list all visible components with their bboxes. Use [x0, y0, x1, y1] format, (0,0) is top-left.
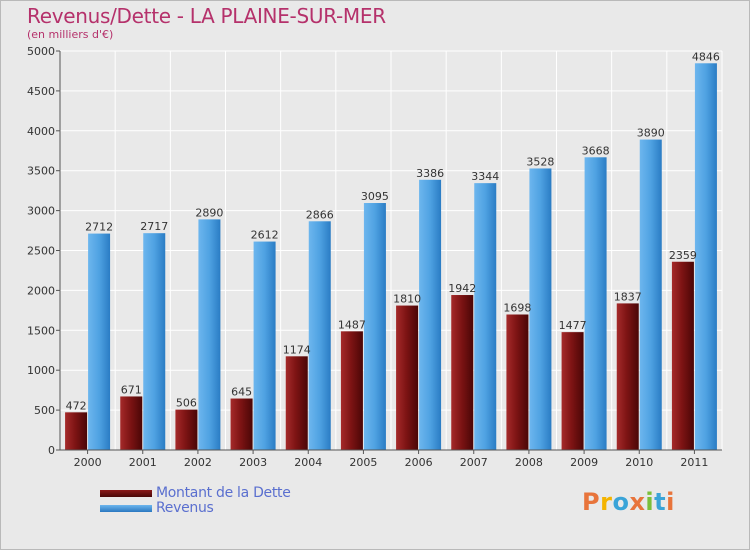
bar-dette: [340, 331, 363, 450]
x-tick-label: 2006: [405, 456, 433, 469]
bar-dette: [451, 295, 474, 450]
x-tick-label: 2002: [184, 456, 212, 469]
data-label-dette: 645: [231, 386, 252, 399]
data-label-revenus: 2717: [140, 220, 168, 233]
logo-letter: P: [582, 488, 601, 516]
x-tick-label: 2008: [515, 456, 543, 469]
data-label-revenus: 3890: [637, 127, 665, 140]
value-labels: 472 2712 671 2717 506 2890 645 2612 1174 2866 1487…: [66, 50, 720, 412]
bar-dette: [671, 261, 694, 450]
data-label-revenus: 3095: [361, 190, 389, 203]
x-tick-label: 2004: [294, 456, 322, 469]
x-tick-label: 2003: [239, 456, 267, 469]
data-label-dette: 1487: [338, 318, 366, 331]
y-tick-label: 0: [48, 444, 55, 457]
y-tick-label: 2000: [27, 284, 55, 297]
x-tick-label: 2005: [349, 456, 377, 469]
logo-letter: r: [600, 488, 613, 516]
y-tick-label: 500: [34, 404, 55, 417]
bar-revenus: [419, 179, 442, 451]
logo-letter: i: [645, 488, 655, 516]
x-tick-label: 2011: [680, 456, 708, 469]
data-label-revenus: 2612: [251, 229, 279, 242]
x-tick-label: 2009: [570, 456, 598, 469]
y-tick-label: 3000: [27, 205, 55, 218]
bars: [65, 63, 717, 451]
legend-label-revenus: Revenus: [156, 500, 214, 516]
legend-label-dette: Montant de la Dette: [156, 485, 291, 501]
bar-revenus: [198, 219, 221, 450]
data-label-revenus: 2890: [195, 206, 223, 219]
data-label-dette: 671: [121, 383, 142, 396]
bar-revenus: [363, 203, 386, 450]
data-label-revenus: 3668: [582, 144, 610, 157]
data-label-dette: 1837: [614, 290, 642, 303]
data-label-revenus: 3386: [416, 167, 444, 180]
bar-dette: [120, 396, 143, 450]
y-tick-label: 1500: [27, 324, 55, 337]
y-tick-label: 1000: [27, 364, 55, 377]
data-label-dette: 1477: [559, 319, 587, 332]
y-tick-label: 4000: [27, 125, 55, 138]
bar-dette: [175, 409, 198, 450]
bar-revenus: [584, 157, 607, 451]
data-label-revenus: 2712: [85, 221, 113, 234]
logo-letter: t: [654, 488, 667, 516]
bar-revenus: [88, 233, 111, 450]
bar-revenus: [639, 139, 662, 450]
data-label-dette: 1942: [448, 282, 476, 295]
data-label-dette: 2359: [669, 249, 697, 262]
x-tick-label: 2001: [129, 456, 157, 469]
x-tick-label: 2007: [460, 456, 488, 469]
data-label-revenus: 3344: [471, 170, 499, 183]
data-label-dette: 1174: [283, 343, 311, 356]
chart-title: Revenus/Dette - LA PLAINE-SUR-MER: [27, 4, 386, 28]
bar-dette: [65, 412, 88, 450]
logo-letter: o: [612, 488, 630, 516]
y-tick-label: 2500: [27, 245, 55, 258]
logo-letter: i: [666, 488, 675, 516]
data-label-dette: 472: [66, 399, 87, 412]
bar-revenus: [529, 168, 552, 450]
logo-letter: x: [629, 488, 646, 516]
bar-dette: [506, 314, 529, 450]
bar-dette: [396, 305, 419, 450]
bar-revenus: [143, 233, 166, 450]
data-label-revenus: 4846: [692, 50, 720, 63]
legend-swatch-revenus: [100, 505, 152, 512]
legend-swatch-dette: [100, 490, 152, 497]
bar-dette: [616, 303, 639, 450]
bar-dette: [561, 332, 584, 450]
x-tick-label: 2000: [74, 456, 102, 469]
data-label-dette: 506: [176, 397, 197, 410]
bar-dette: [230, 398, 253, 450]
x-tick-label: 2010: [625, 456, 653, 469]
y-tick-label: 5000: [27, 45, 55, 58]
data-label-revenus: 3528: [526, 155, 554, 168]
bar-revenus: [474, 183, 497, 450]
proxiti-logo: Proxiti: [582, 488, 675, 516]
chart-subtitle: (en milliers d'€): [27, 28, 114, 41]
bar-dette: [285, 356, 308, 450]
bar-revenus: [253, 241, 276, 450]
axes: 0 500 1000 1500 2000 2500 3000 3500 4000 4500 5000…: [27, 45, 722, 469]
y-tick-label: 4500: [27, 85, 55, 98]
bar-revenus: [308, 221, 331, 450]
data-label-dette: 1698: [503, 301, 531, 314]
data-label-revenus: 2866: [306, 208, 334, 221]
bar-revenus: [694, 63, 717, 451]
y-tick-label: 3500: [27, 165, 55, 178]
data-label-dette: 1810: [393, 293, 421, 306]
